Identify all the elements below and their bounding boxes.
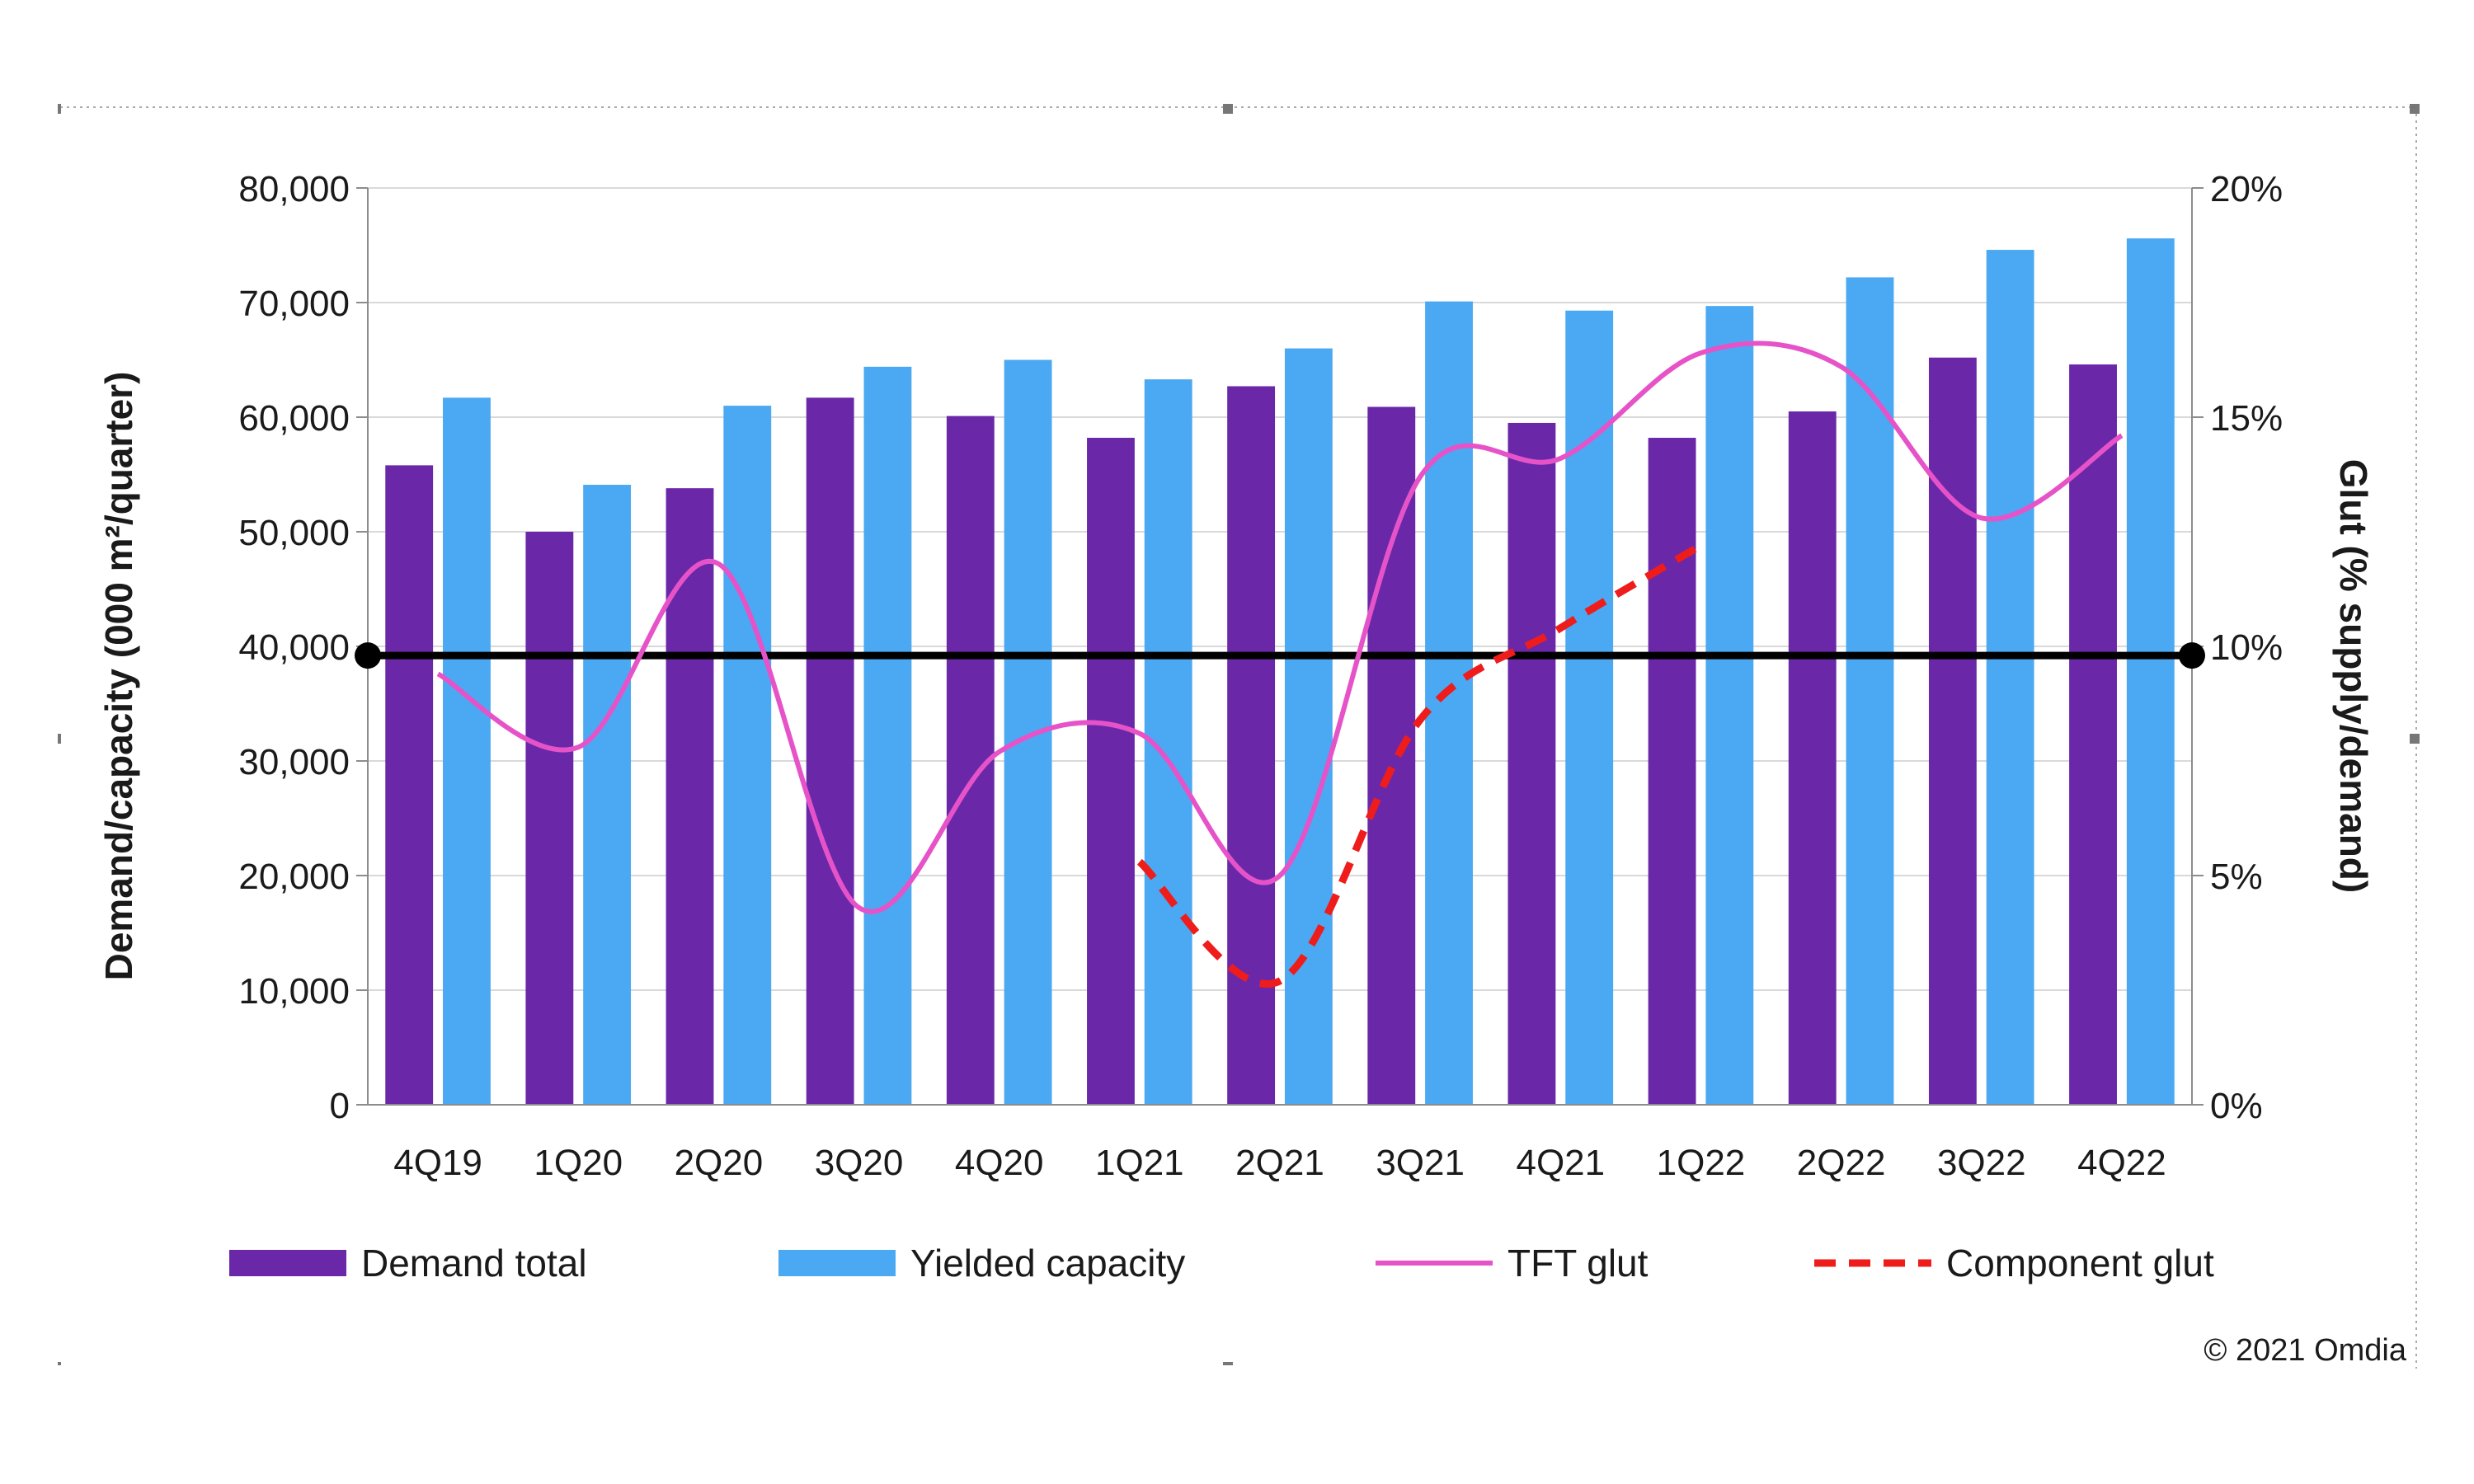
bar-yielded-capacity bbox=[723, 406, 772, 1106]
left-tick-label: 0 bbox=[330, 1086, 350, 1126]
right-tick-label: 0% bbox=[2210, 1086, 2263, 1126]
left-axis-tick-labels: 0 10,000 20,000 30,000 40,000 50,000 60,000 70,… bbox=[238, 169, 350, 1126]
legend-swatch bbox=[778, 1250, 896, 1276]
bar-yielded-capacity bbox=[1846, 277, 1894, 1105]
bar-demand-total bbox=[1087, 438, 1135, 1105]
reference-line-end-marker bbox=[355, 642, 381, 669]
right-tick-label: 10% bbox=[2210, 627, 2283, 668]
x-tick-label: 1Q20 bbox=[534, 1143, 623, 1183]
x-axis-tick-labels: 4Q19 1Q20 2Q20 3Q20 4Q20 1Q21 2Q21 3Q21 4Q21 1Q22… bbox=[393, 1143, 2166, 1183]
right-tick-label: 5% bbox=[2210, 857, 2263, 897]
bar-yielded-capacity bbox=[1284, 348, 1333, 1106]
bar-demand-total bbox=[525, 532, 574, 1105]
legend: Demand total Yielded capacity TFT glut Comp… bbox=[229, 1242, 2214, 1284]
legend-label: Demand total bbox=[361, 1242, 587, 1284]
x-tick-label: 4Q21 bbox=[1516, 1143, 1605, 1183]
x-tick-label: 1Q21 bbox=[1095, 1143, 1184, 1183]
frame-handle-bottom-mid bbox=[1223, 1362, 1233, 1365]
bar-yielded-capacity bbox=[2126, 238, 2175, 1105]
bar-demand-total bbox=[806, 397, 854, 1105]
bar-demand-total bbox=[666, 488, 714, 1105]
frame-handle-left-mid bbox=[58, 734, 61, 744]
bar-yielded-capacity bbox=[863, 366, 912, 1106]
left-tick-label: 60,000 bbox=[238, 398, 350, 439]
source-credit: © 2021 Omdia bbox=[2204, 1333, 2406, 1368]
reference-line-group bbox=[355, 642, 2205, 669]
bar-yielded-capacity bbox=[1986, 250, 2034, 1105]
bar-demand-total bbox=[1507, 422, 1556, 1105]
frame-handle-bottom-left bbox=[58, 1362, 61, 1365]
right-axis-title: Glut (% supply/demand) bbox=[2332, 459, 2375, 893]
left-tick-label: 40,000 bbox=[238, 627, 350, 668]
left-tick-label: 10,000 bbox=[238, 971, 350, 1012]
bar-demand-total bbox=[1788, 411, 1837, 1105]
bar-yielded-capacity bbox=[1705, 306, 1754, 1105]
x-tick-label: 2Q21 bbox=[1235, 1143, 1324, 1183]
right-tick-label: 15% bbox=[2210, 398, 2283, 439]
x-tick-label: 4Q20 bbox=[955, 1143, 1044, 1183]
x-tick-label: 4Q19 bbox=[393, 1143, 482, 1183]
reference-line-end-marker bbox=[2179, 642, 2205, 669]
bar-demand-total bbox=[1367, 406, 1416, 1105]
bar-demand-total bbox=[385, 465, 434, 1105]
x-tick-label: 3Q22 bbox=[1937, 1143, 2026, 1183]
gridlines bbox=[356, 187, 2204, 1106]
bar-demand-total bbox=[2069, 364, 2117, 1105]
frame-handle-top-mid bbox=[1223, 104, 1233, 114]
glut-lines bbox=[436, 340, 2124, 988]
right-axis-tick-labels: 0% 5% 10% 15% 20% bbox=[2210, 169, 2283, 1126]
left-tick-label: 80,000 bbox=[238, 169, 350, 209]
x-tick-label: 4Q22 bbox=[2077, 1143, 2166, 1183]
left-tick-label: 30,000 bbox=[238, 742, 350, 782]
left-tick-label: 20,000 bbox=[238, 857, 350, 897]
bar-yielded-capacity bbox=[583, 485, 632, 1105]
legend-swatch bbox=[229, 1250, 346, 1276]
bar-yielded-capacity bbox=[443, 397, 491, 1105]
bar-demand-total bbox=[1928, 357, 1977, 1106]
left-tick-label: 50,000 bbox=[238, 513, 350, 553]
x-tick-label: 2Q22 bbox=[1797, 1143, 1886, 1183]
legend-label: Yielded capacity bbox=[910, 1242, 1185, 1284]
bar-demand-total bbox=[1227, 386, 1276, 1106]
line-tft-glut bbox=[436, 340, 2124, 914]
line-component-glut bbox=[1136, 542, 1703, 988]
chart-frame bbox=[60, 106, 2417, 1369]
bar-yielded-capacity bbox=[1425, 301, 1473, 1105]
frame-handles bbox=[58, 104, 2420, 1365]
x-tick-label: 2Q20 bbox=[675, 1143, 764, 1183]
left-tick-label: 70,000 bbox=[238, 284, 350, 324]
x-tick-label: 1Q22 bbox=[1657, 1143, 1746, 1183]
frame-handle-right-mid bbox=[2410, 734, 2420, 744]
frame-handle-top-left bbox=[58, 104, 61, 114]
bars bbox=[385, 238, 2175, 1106]
legend-label: Component glut bbox=[1946, 1242, 2214, 1284]
right-tick-label: 20% bbox=[2210, 169, 2283, 209]
frame-handle-top-right bbox=[2410, 104, 2420, 114]
bar-demand-total bbox=[1648, 438, 1696, 1105]
x-tick-label: 3Q20 bbox=[815, 1143, 904, 1183]
left-axis-title: Demand/capacity (000 m²/quarter) bbox=[97, 372, 140, 981]
x-tick-label: 3Q21 bbox=[1376, 1143, 1465, 1183]
legend-label: TFT glut bbox=[1507, 1242, 1649, 1284]
